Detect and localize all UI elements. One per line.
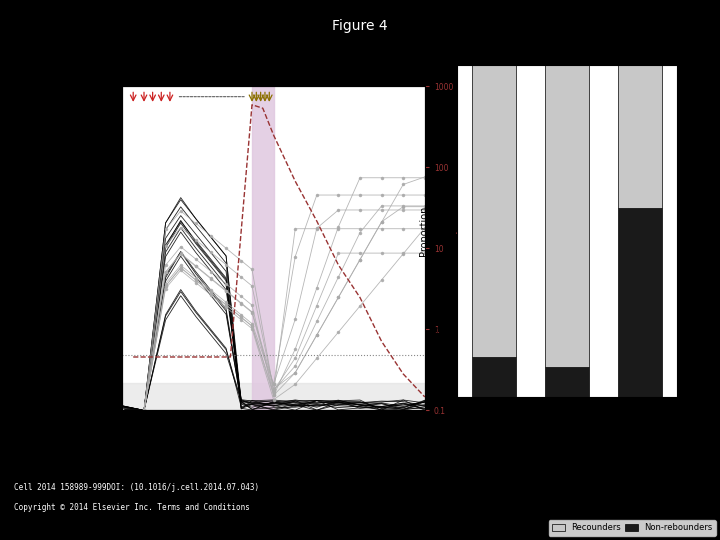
Bar — [252, 86, 274, 410]
Bar — [472, 65, 516, 357]
Text: Copyright © 2014 Elsevier Inc. Terms and Conditions: Copyright © 2014 Elsevier Inc. Terms and… — [14, 503, 251, 512]
Y-axis label: Plasma Viremia: Plasma Viremia — [86, 211, 96, 286]
Title: Proportion Non-rebounding Mice: Proportion Non-rebounding Mice — [477, 18, 657, 28]
Y-axis label: Proportion: Proportion — [419, 206, 429, 256]
Bar — [545, 65, 589, 367]
Bar — [472, 357, 516, 397]
X-axis label: Days: Days — [261, 434, 286, 444]
Text: Cell 2014 158989-999DOI: (10.1016/j.cell.2014.07.043): Cell 2014 158989-999DOI: (10.1016/j.cell… — [14, 483, 259, 492]
Text: Figure 4: Figure 4 — [332, 19, 388, 33]
Text: B: B — [409, 58, 420, 72]
Y-axis label: Antibody Concentration: Antibody Concentration — [455, 199, 464, 298]
Bar — [618, 207, 662, 397]
Legend: Recounders, Non-rebounders: Recounders, Non-rebounders — [549, 520, 716, 536]
Text: *: * — [600, 38, 607, 51]
Title: Antibody + Combination Inducers (n=23): Antibody + Combination Inducers (n=23) — [166, 39, 382, 50]
Text: *: * — [564, 25, 570, 38]
Text: A: A — [74, 80, 85, 94]
Bar — [545, 367, 589, 397]
Bar — [618, 65, 662, 207]
